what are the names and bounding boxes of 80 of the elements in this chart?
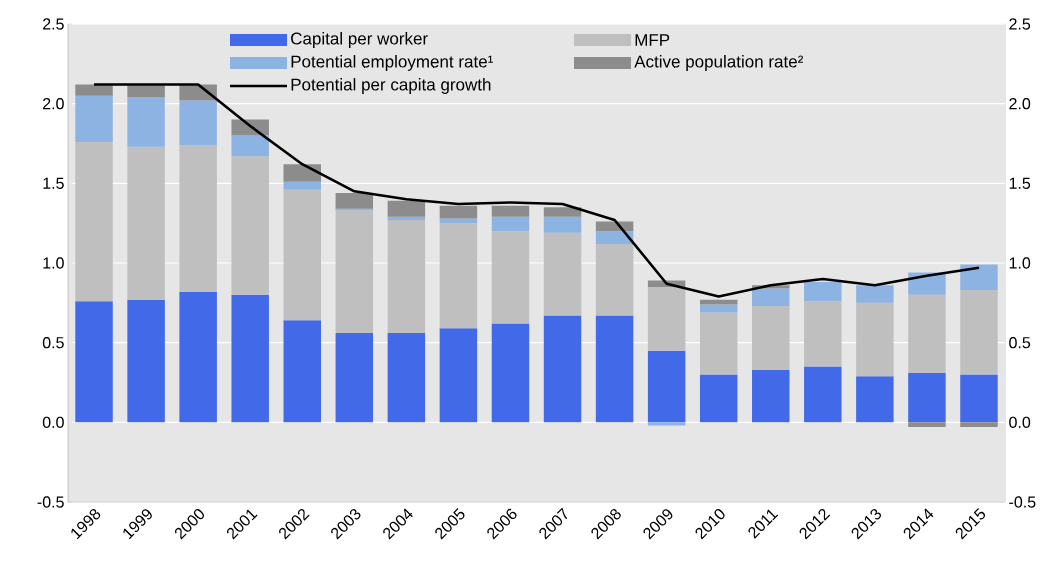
bar [595,315,634,423]
legend-label: Active population rate² [634,55,803,71]
bar [179,291,217,423]
bar [699,312,738,375]
bar [908,372,946,423]
y-tick-label: 0.0 [42,416,64,428]
bar [647,350,686,423]
bar [231,135,269,157]
legend-label: Potential employment rate¹ [291,55,493,71]
y2-tick-label: 2.0 [1009,98,1031,110]
legend-label: Potential per capita growth [291,78,491,94]
bar [543,207,582,217]
bar [335,210,374,334]
bar [283,164,321,182]
bar [127,97,165,147]
bar [856,285,894,303]
bar [283,189,321,321]
bar [856,302,894,377]
bar [543,216,582,233]
bar [387,200,426,217]
bar [387,219,426,334]
y-tick-label: 1.5 [43,177,64,189]
y2-tick-label: 1.5 [1009,177,1031,189]
y-tick-label: -0.5 [37,496,64,508]
bar [75,141,113,302]
bar [804,301,842,367]
bar [491,205,530,217]
y2-tick-label: 0.5 [1009,337,1031,349]
bar [595,231,634,244]
bar [439,218,478,224]
bar [179,100,217,146]
y2-tick-label: 2.5 [1009,18,1031,30]
bar [647,286,686,351]
bar [804,366,842,423]
bar [491,216,530,232]
bar [960,264,998,291]
bar [439,223,478,329]
bar [231,156,269,295]
bar [804,282,842,302]
bar [960,374,998,423]
bar [283,181,321,190]
y2-tick-label: -0.5 [1009,496,1036,508]
bar [752,288,790,307]
bar [179,145,217,292]
bar [908,422,946,428]
bar [75,84,113,96]
bar [335,192,374,209]
y2-tick-label: 1.0 [1009,257,1031,269]
bar [699,374,738,423]
bar [335,333,374,423]
bar [491,323,530,423]
bar [231,294,269,423]
bar [387,333,426,423]
bar [75,301,113,423]
y-tick-label: 1.0 [43,257,64,269]
bar [647,422,686,426]
bar [283,320,321,423]
bar [543,232,582,316]
bar [908,294,946,373]
bar [127,146,165,300]
bar [752,369,790,423]
bar [856,376,894,423]
legend-label: MFP [635,34,670,46]
bar [439,328,478,423]
y-tick-label: 0.5 [42,337,64,349]
bar [752,306,790,370]
bar [543,315,582,423]
bar [127,299,165,423]
y-tick-label: 2.5 [43,18,64,30]
bar [75,95,113,142]
y-tick-label: 2.0 [43,98,64,110]
bar [960,290,998,375]
bar [960,422,998,428]
legend-label: Capital per worker [291,32,428,48]
bar [699,304,738,313]
bar [387,216,426,220]
bar [439,205,478,219]
y2-tick-label: 0.0 [1009,416,1031,428]
bar [491,231,530,324]
bar [595,243,634,316]
